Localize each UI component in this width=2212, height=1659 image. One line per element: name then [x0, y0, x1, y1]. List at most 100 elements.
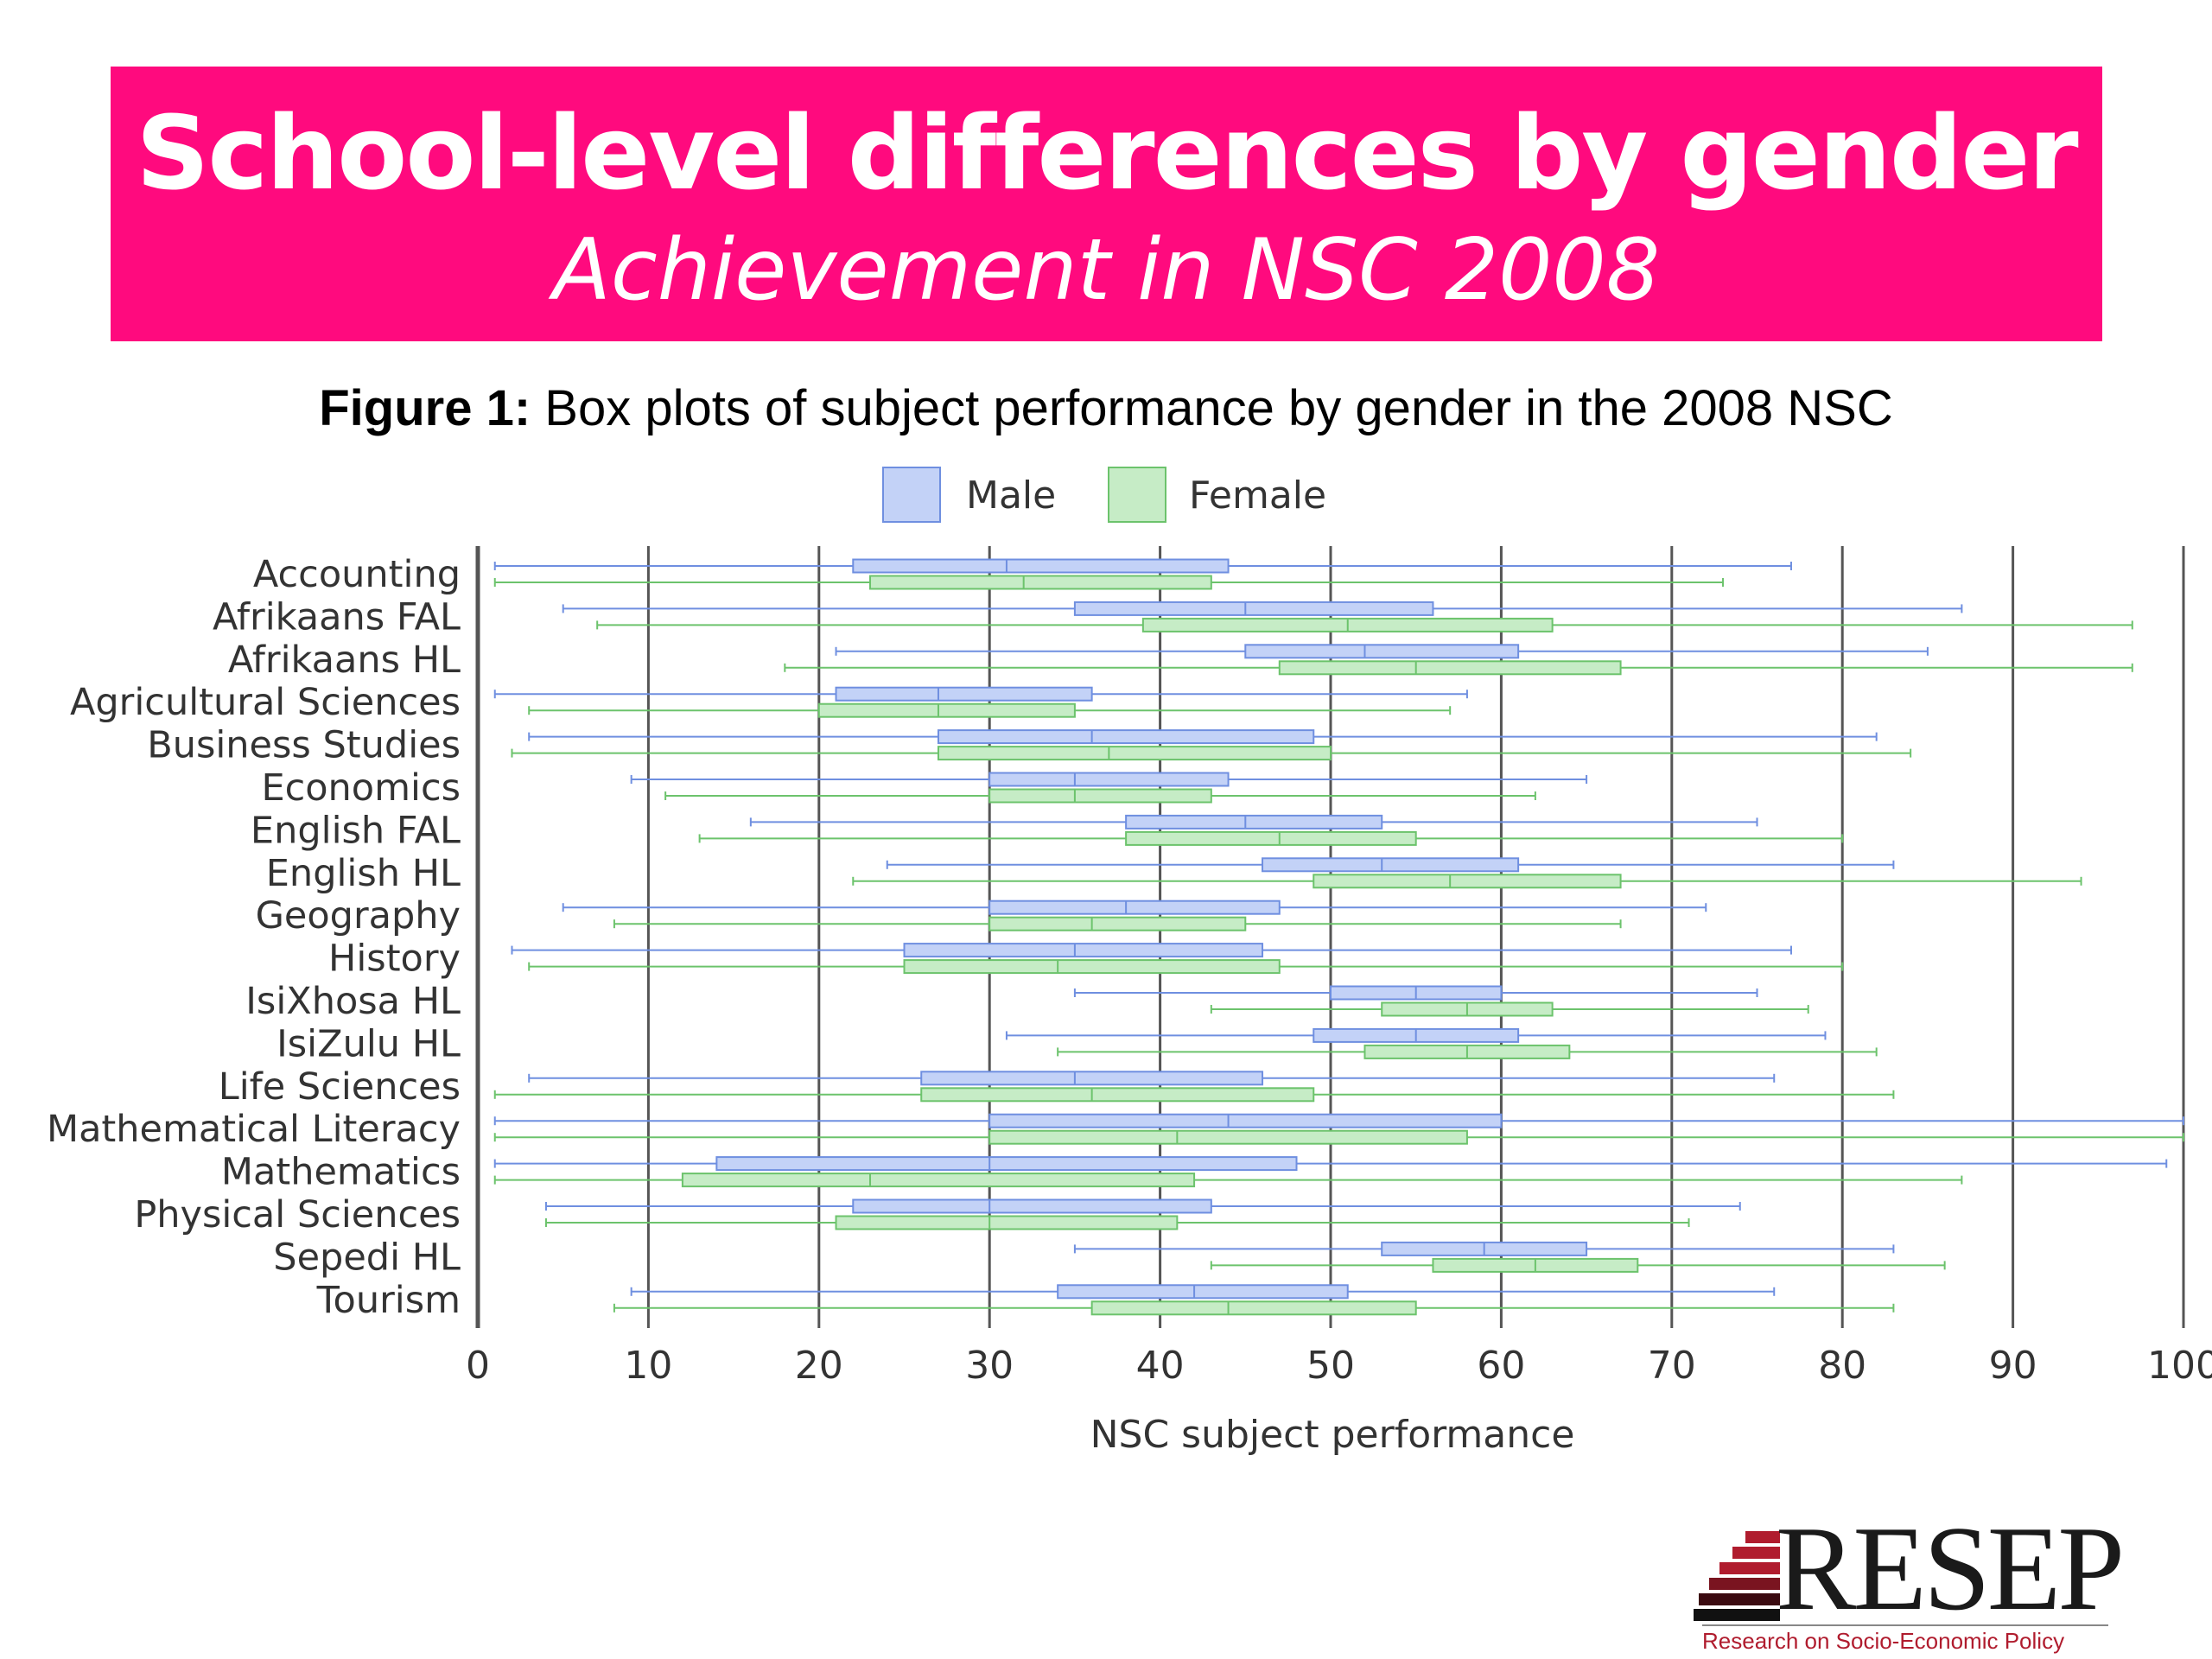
category-label: English HL: [266, 852, 461, 895]
iqr-box: [988, 788, 1212, 804]
female-box-english-hl: [852, 874, 2082, 889]
male-box-sepedi-hl: [1073, 1241, 1895, 1256]
iqr-box: [1073, 601, 1434, 616]
legend-swatch-female: [1108, 467, 1166, 523]
male-box-history: [511, 943, 1792, 958]
logo-stair-icon: [1694, 1609, 1780, 1621]
category-label: History: [328, 938, 461, 981]
male-box-tourism: [630, 1284, 1776, 1300]
category-label: Physical Sciences: [134, 1193, 461, 1236]
male-box-agricultural-sciences: [493, 686, 1468, 702]
female-box-english-fal: [698, 830, 1844, 846]
banner-title: School-level differences by gender: [136, 93, 2078, 213]
figure-label: Figure 1:: [319, 380, 531, 436]
resep-logo: RESEP Research on Socio-Economic Policy: [1694, 1509, 2125, 1655]
male-box-isixhosa-hl: [1073, 985, 1758, 1001]
male-box-afrikaans-hl: [835, 644, 1929, 659]
iqr-box: [817, 702, 1076, 718]
logo-tagline: Research on Socio-Economic Policy: [1702, 1624, 2108, 1655]
category-label: Business Studies: [147, 724, 461, 767]
iqr-box: [1125, 830, 1417, 846]
male-box-geography: [562, 899, 1707, 915]
iqr-box: [1313, 874, 1622, 889]
legend-swatch-male: [882, 467, 941, 523]
iqr-box: [1090, 1300, 1417, 1316]
legend: Male Female: [882, 467, 1326, 523]
female-box-history: [528, 959, 1844, 975]
category-label: Mathematics: [221, 1151, 461, 1194]
female-box-geography: [613, 916, 1622, 931]
male-box-afrikaans-fal: [562, 601, 1963, 616]
iqr-box: [852, 1198, 1212, 1214]
legend-label-female: Female: [1189, 474, 1326, 518]
logo-stair-icon: [1699, 1593, 1780, 1605]
iqr-box: [1278, 660, 1622, 676]
iqr-box: [681, 1173, 1196, 1188]
female-box-business-studies: [511, 746, 1912, 761]
category-label: Economics: [261, 766, 461, 810]
logo-stair-icon: [1709, 1578, 1780, 1590]
category-label: Tourism: [316, 1279, 461, 1322]
legend-label-male: Male: [966, 474, 1056, 518]
category-label: IsiZulu HL: [276, 1022, 461, 1065]
logo-stair-icon: [1745, 1531, 1780, 1543]
category-label: Agricultural Sciences: [70, 681, 461, 724]
iqr-box: [988, 1129, 1468, 1145]
male-box-economics: [630, 772, 1588, 787]
iqr-box: [1125, 814, 1383, 830]
x-tick-label: 20: [795, 1344, 843, 1388]
iqr-box: [1057, 1284, 1349, 1300]
female-box-isixhosa-hl: [1210, 1001, 1809, 1017]
male-box-mathematics: [493, 1156, 2168, 1172]
x-tick-label: 80: [1818, 1344, 1866, 1388]
male-box-business-studies: [528, 729, 1878, 745]
iqr-box: [869, 575, 1212, 590]
iqr-box: [937, 729, 1315, 745]
female-box-economics: [664, 788, 1536, 804]
iqr-box: [937, 746, 1332, 761]
gridlines: [475, 546, 2185, 1328]
category-label: Sepedi HL: [273, 1236, 461, 1279]
male-box-isizulu-hl: [1005, 1027, 1827, 1043]
iqr-box: [988, 772, 1230, 787]
title-banner: School-level differences by gender Achie…: [111, 67, 2102, 341]
male-box-mathematical-literacy: [493, 1113, 2184, 1128]
x-tick-label: 50: [1306, 1344, 1355, 1388]
logo-wordmark: RESEP: [1776, 1502, 2125, 1636]
x-axis: 0 10 20 30 40 50 60 70 80 90 100: [466, 1344, 2212, 1388]
banner-subtitle: Achievement in NSC 2008: [552, 221, 1661, 320]
male-box-english-hl: [886, 857, 1895, 873]
male-box-physical-sciences: [544, 1198, 1741, 1214]
x-tick-label: 90: [1989, 1344, 2037, 1388]
female-box-physical-sciences: [544, 1215, 1690, 1230]
iqr-box: [920, 1071, 1264, 1086]
iqr-box: [852, 558, 1230, 574]
category-label: Life Sciences: [219, 1065, 461, 1109]
female-box-afrikaans-fal: [596, 617, 2133, 632]
category-label: Afrikaans HL: [228, 639, 461, 682]
female-box-accounting: [493, 575, 1725, 590]
iqr-box: [988, 916, 1247, 931]
female-box-sepedi-hl: [1210, 1257, 1946, 1273]
female-box-tourism: [613, 1300, 1895, 1316]
boxplot-chart: 0 10 20 30 40 50 60 70 80 90 100 AccountingAfrikaa…: [47, 467, 2212, 1457]
iqr-box: [988, 1113, 1503, 1128]
male-box-english-fal: [749, 814, 1758, 830]
category-label: Geography: [256, 894, 461, 938]
x-tick-label: 30: [965, 1344, 1014, 1388]
iqr-box: [835, 686, 1093, 702]
iqr-box: [920, 1087, 1315, 1103]
iqr-box: [903, 943, 1264, 958]
box-group: [493, 558, 2184, 1316]
female-box-mathematical-literacy: [493, 1129, 2184, 1145]
iqr-box: [988, 899, 1281, 915]
x-tick-label: 40: [1136, 1344, 1185, 1388]
female-box-afrikaans-hl: [784, 660, 2133, 676]
x-tick-label: 60: [1477, 1344, 1525, 1388]
male-box-accounting: [493, 558, 1792, 574]
iqr-box: [835, 1215, 1179, 1230]
iqr-box: [715, 1156, 1298, 1172]
female-box-life-sciences: [493, 1087, 1895, 1103]
iqr-box: [1262, 857, 1520, 873]
logo-stair-icon: [1719, 1562, 1780, 1574]
